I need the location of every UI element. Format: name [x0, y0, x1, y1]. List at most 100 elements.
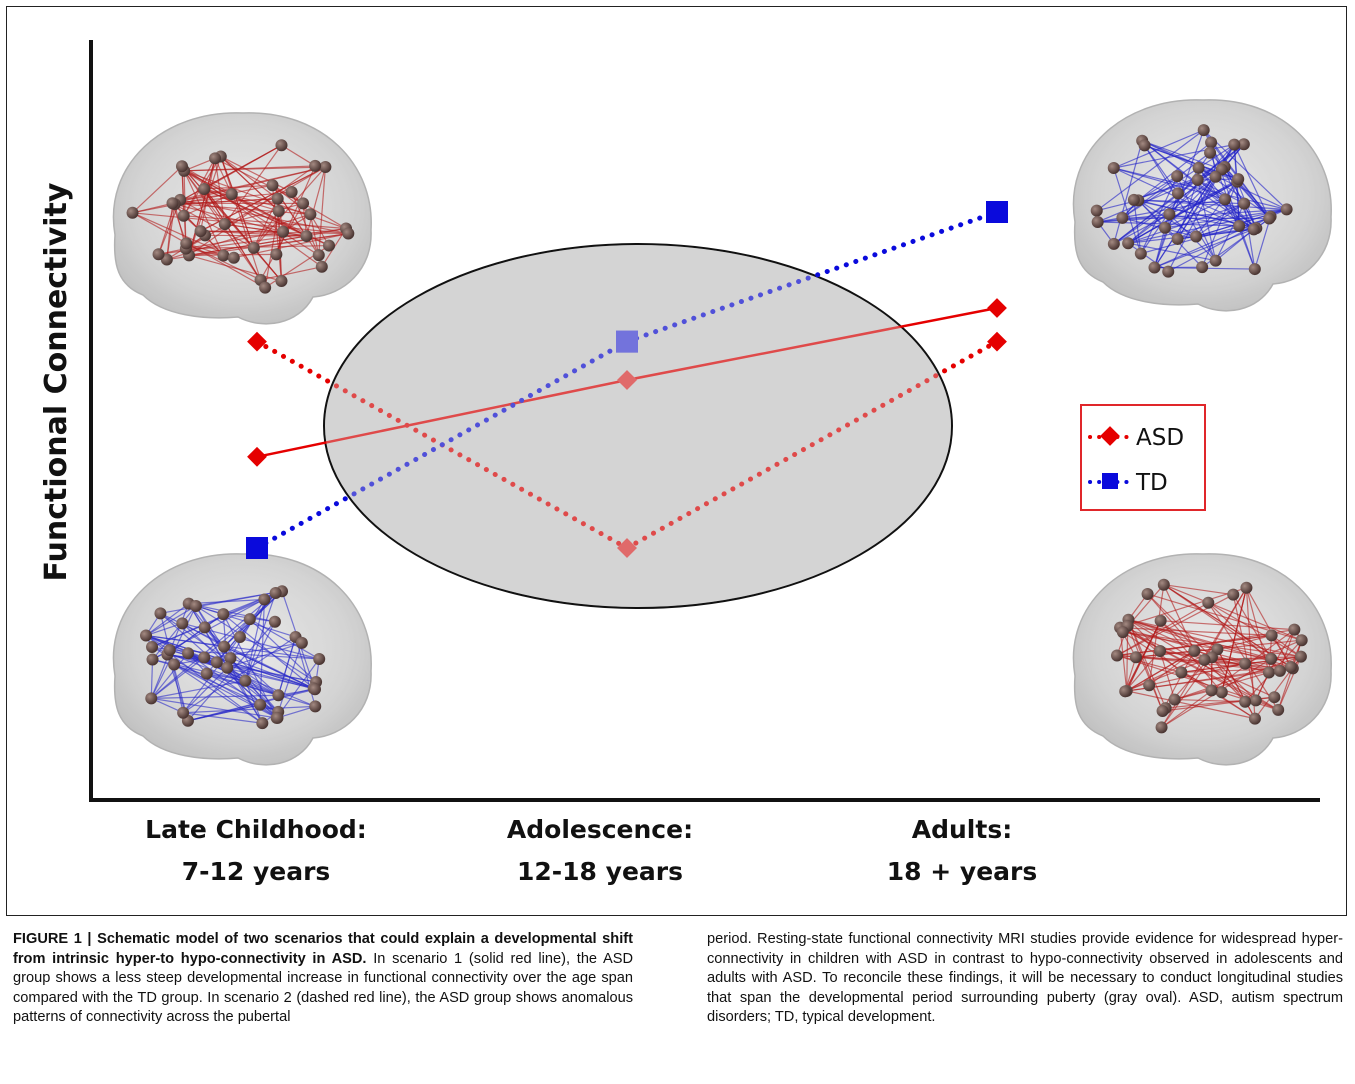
- brain-node: [152, 248, 165, 261]
- brain-node: [210, 656, 223, 669]
- brain-node: [1191, 173, 1204, 186]
- brain-edge: [309, 214, 330, 246]
- brain-edge: [1203, 129, 1288, 210]
- brain-node: [1239, 695, 1252, 708]
- brain-node: [217, 608, 230, 621]
- brain-node: [1262, 666, 1275, 679]
- brain-node: [319, 160, 332, 173]
- brain-edge: [222, 613, 278, 719]
- brain-edge: [1113, 167, 1142, 254]
- brain-node: [309, 159, 322, 172]
- brain-edge: [1128, 208, 1287, 244]
- brain-node: [163, 644, 176, 657]
- brain-node: [1159, 221, 1172, 234]
- brain-edges: [1116, 584, 1303, 728]
- brain-edge: [1119, 627, 1128, 691]
- brain-node: [218, 640, 231, 653]
- brain-node: [1272, 703, 1285, 716]
- brain-node: [1202, 596, 1215, 609]
- brain-node: [198, 651, 211, 664]
- brain-edge: [281, 144, 316, 167]
- brain-node: [323, 239, 336, 252]
- data-point-td-dotted: [986, 201, 1008, 223]
- brain-edge: [166, 204, 176, 260]
- brain-node: [259, 281, 272, 294]
- brain-edge: [1154, 227, 1257, 269]
- brain-node: [1268, 691, 1281, 704]
- brain-node: [1168, 693, 1181, 706]
- brain-edge: [188, 165, 316, 256]
- brain-node: [315, 260, 328, 273]
- brain-node: [1127, 193, 1140, 206]
- brain-node: [1237, 138, 1250, 151]
- brain-edge: [203, 188, 262, 281]
- brain-outline: [112, 112, 372, 325]
- x-category-label: Late Childhood:: [145, 815, 367, 844]
- brain-node: [1122, 237, 1135, 250]
- caption-right-column: period. Resting-state functional connect…: [707, 930, 1343, 1028]
- brain-node: [1157, 578, 1170, 591]
- brain-edge: [1120, 627, 1272, 637]
- brain-node: [126, 206, 139, 219]
- brain-edge: [1197, 179, 1217, 261]
- brain-edge: [1147, 593, 1257, 701]
- brain-edge: [204, 184, 273, 190]
- legend-td-marker: [1102, 473, 1118, 489]
- brain-edge: [132, 165, 183, 214]
- brain-node: [218, 218, 231, 231]
- brain-node: [1232, 173, 1245, 186]
- brain-edge: [1245, 587, 1292, 668]
- brain-node: [1111, 649, 1124, 662]
- brain-node: [254, 698, 267, 711]
- brain-edge: [174, 144, 282, 205]
- legend-box: [1080, 404, 1206, 511]
- data-point-asd-solid: [247, 446, 267, 467]
- brain-edge: [188, 598, 265, 605]
- brain-edge: [132, 212, 266, 289]
- series-line-asd-solid: [626, 306, 998, 382]
- brain-edge: [150, 656, 205, 699]
- brain-edge: [1153, 227, 1166, 268]
- brain-node: [176, 617, 189, 630]
- brain-node: [198, 621, 211, 634]
- brain-node: [272, 204, 285, 217]
- brain-edge: [195, 605, 317, 683]
- brain-edge: [182, 636, 296, 714]
- brain-node: [1154, 644, 1167, 657]
- legend-td-label: TD: [1135, 470, 1168, 496]
- brain-edge: [181, 165, 233, 195]
- brain-edge: [1141, 140, 1223, 170]
- brain-node: [154, 607, 167, 620]
- brain-node: [1205, 136, 1218, 149]
- brain-edge: [1124, 656, 1213, 692]
- brain-node: [1156, 705, 1169, 718]
- data-point-asd-solid: [987, 298, 1007, 318]
- series-line-asd-dotted: [624, 339, 1000, 551]
- brain-node: [1192, 161, 1205, 174]
- x-category-range: 7-12 years: [182, 857, 331, 886]
- oval-shade: [325, 245, 951, 607]
- data-point-asd-dotted-adolescence: [617, 538, 637, 558]
- figure-caption: FIGURE 1 | Schematic model of two scenar…: [13, 930, 1343, 1028]
- brain-edge: [1124, 650, 1161, 692]
- brain-edge: [1161, 656, 1213, 728]
- brain-node: [1247, 223, 1260, 236]
- brain-node: [200, 667, 213, 680]
- brain-node: [1154, 614, 1167, 627]
- brain-edge: [223, 646, 314, 689]
- brain-edge: [1128, 242, 1216, 262]
- brain-node: [177, 706, 190, 719]
- brain-node: [1209, 170, 1222, 183]
- brain-edge: [305, 166, 326, 237]
- brain-edge: [264, 210, 280, 288]
- brain-node: [1240, 581, 1253, 594]
- brain-edge: [1127, 203, 1245, 244]
- brain-node: [275, 275, 288, 288]
- brain-node: [1143, 679, 1156, 692]
- brain-node: [177, 209, 190, 222]
- brain-node: [1119, 685, 1132, 698]
- brain-edge: [181, 165, 282, 282]
- brain-node: [1091, 215, 1104, 228]
- brain-node: [1273, 664, 1286, 677]
- brain-node: [1248, 712, 1261, 725]
